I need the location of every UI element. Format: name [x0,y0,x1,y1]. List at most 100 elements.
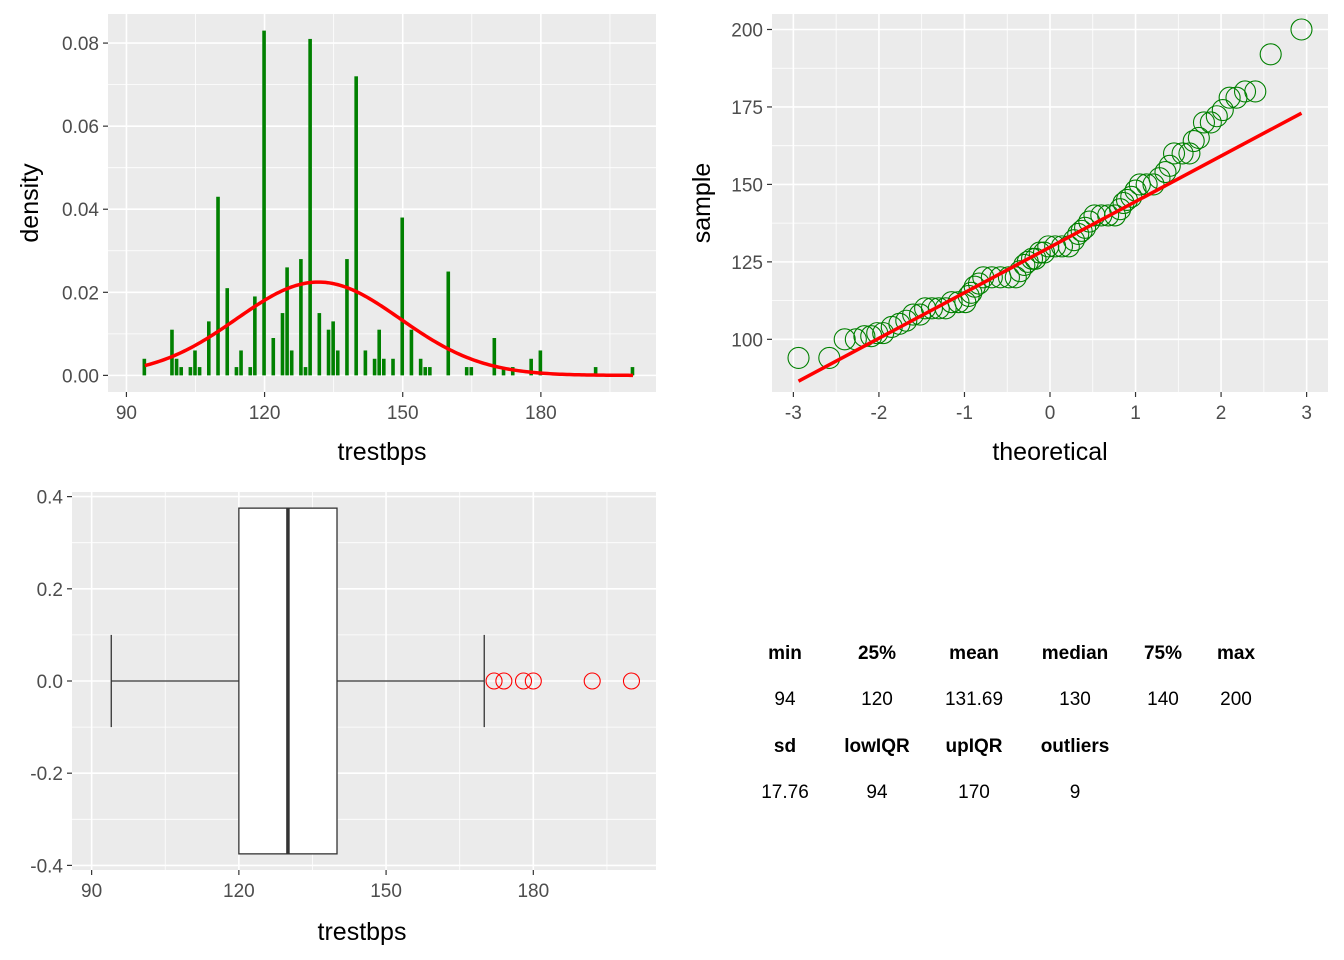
histogram-bar [464,367,469,376]
qq-y-axis-title: sample [688,163,716,244]
qq-x-tick-label: 1 [1130,403,1141,424]
histogram-bar [331,321,335,376]
qq-point [1128,173,1151,196]
boxplot-y-tick-label: 0.4 [37,488,64,509]
stat-value: 130 [1059,689,1091,710]
qq-x-tick-label: -3 [785,403,802,424]
histogram-bar [308,38,312,376]
boxplot-x-tick-label: 90 [81,881,102,902]
qq-point [1154,160,1177,184]
qq-point [1244,80,1267,103]
histogram-panel: 90 120 150 180 0.00 0.02 0.04 0.06 0.08 trestbps… [16,14,656,466]
boxplot-panel: 90 120 150 180 -0.4 -0.2 0.0 0.2 0.4 trestbps [30,488,656,946]
qq-point [1199,111,1222,134]
qq-x-tick-label: -2 [870,403,887,424]
qq-point [997,266,1020,289]
qq-ticks: -3 -2 -1 0 1 2 3 100 125 150 175 200 [731,20,1312,424]
boxplot-outlier [485,672,503,690]
qq-x-tick-label: 0 [1045,403,1056,424]
histogram-bar [285,267,289,376]
histogram-bar [335,350,340,376]
histogram-bar [326,329,331,376]
histogram-bar [303,367,308,376]
qq-x-tick-label: 2 [1216,403,1227,424]
qq-point [1205,105,1228,128]
boxplot-outlier [514,672,533,690]
qq-y-tick-label: 125 [731,253,763,274]
histogram-y-axis-title: density [16,163,44,243]
qq-point [895,309,918,332]
histogram-bar [253,296,257,376]
qq-x-tick-label: 3 [1301,403,1312,424]
boxplot-y-tick-label: 0.2 [37,580,63,601]
histogram-bar [317,313,322,376]
stat-header: max [1217,643,1255,664]
qq-point [1192,111,1216,134]
histogram-bar [234,367,239,376]
boxplot-x-tick-label: 120 [223,881,255,902]
stat-header: upIQR [946,736,1003,757]
histogram-bar [188,367,193,376]
histogram-bar [271,338,276,376]
qq-point [1142,173,1165,196]
histogram-bar [418,358,423,376]
qq-point [1233,80,1257,103]
qq-point [1259,43,1282,66]
qq-y-tick-label: 200 [731,20,763,41]
boxplot-ticks: 90 120 150 180 -0.4 -0.2 0.0 0.2 0.4 [30,488,549,902]
boxplot-shapes [110,507,641,855]
stat-value: 9 [1070,782,1081,803]
histogram-bar [170,329,174,376]
histogram-bar [216,196,220,376]
histogram-y-tick-label: 0.06 [62,117,99,138]
histogram-bar [225,288,230,376]
qq-point [927,297,950,320]
histogram-bar [501,367,506,376]
summary-stats-table: min 25% mean median 75% max 94 120 131.69 130 140 2… [761,643,1255,803]
stat-value: 131.69 [945,689,1003,710]
histogram-x-axis-title: trestbps [338,438,427,466]
qq-x-axis-title: theoretical [992,438,1107,466]
qq-panel: -3 -2 -1 0 1 2 3 100 125 150 175 200 theoretical sa… [688,14,1328,466]
qq-point [1032,241,1056,264]
qq-point [1067,222,1090,246]
boxplot-outlier [524,672,542,690]
histogram-y-tick-label: 0.08 [62,34,99,55]
qq-point [1009,260,1032,283]
histogram-bar [363,350,368,376]
qq-y-tick-label: 150 [731,175,763,196]
stat-value: 94 [866,782,888,803]
histogram-bar [428,367,432,376]
qq-point [1171,142,1194,165]
qq-point [1103,204,1127,227]
qq-point [1290,18,1313,41]
boxplot-x-tick-label: 180 [517,881,549,902]
stat-header: mean [949,643,999,664]
histogram-bar [382,358,386,376]
stat-header: sd [774,736,796,757]
histogram-bar [207,321,211,376]
stat-value: 17.76 [761,782,809,803]
qq-x-tick-label: -1 [956,403,973,424]
histogram-bar [538,350,543,376]
histogram-bar [289,350,294,376]
stat-header: min [768,643,802,664]
histogram-bar [409,329,414,376]
histogram-bar [377,329,381,376]
histogram-bar [372,358,377,376]
histogram-x-tick-label: 90 [116,403,137,424]
histogram-bar [391,358,395,376]
histogram-y-tick-label: 0.04 [62,200,99,221]
histogram-bar [193,350,197,376]
qq-point [1074,216,1097,239]
qq-point [1158,154,1181,177]
stat-value: 140 [1147,689,1179,710]
boxplot-outlier [622,672,641,690]
qq-point [963,275,986,298]
stat-header: outliers [1041,736,1110,757]
qq-point [1211,98,1234,122]
histogram-bar [262,30,266,376]
histogram-ticks: 90 120 150 180 0.00 0.02 0.04 0.06 0.08 [62,34,557,424]
histogram-bar [446,271,451,376]
